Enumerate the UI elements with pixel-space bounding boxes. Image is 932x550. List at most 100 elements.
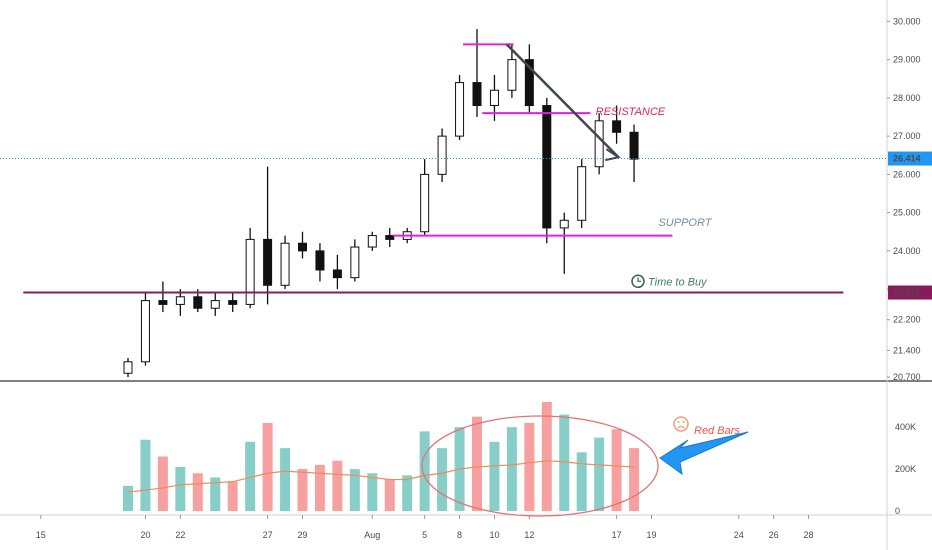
volume-bar <box>367 473 378 511</box>
time-to-buy-label: Time to Buy <box>648 276 708 288</box>
volume-bar <box>140 439 151 511</box>
candle-body <box>263 238 273 286</box>
time-tick-label: 29 <box>297 530 307 540</box>
sad-face-mouth-icon <box>677 425 685 429</box>
candle-body <box>175 296 185 305</box>
volume-bar <box>506 427 517 511</box>
price-tick-label: 20.700 <box>893 372 921 382</box>
sad-face-eye-icon <box>677 421 680 423</box>
candle-body <box>385 235 395 240</box>
time-tick-label: 26 <box>769 530 779 540</box>
candle-body <box>559 219 569 229</box>
candle-body <box>158 300 168 305</box>
volume-bar <box>332 460 343 511</box>
candle-body <box>315 250 325 271</box>
blue-arrow-icon <box>659 431 749 476</box>
volume-bar <box>559 414 570 511</box>
candle-body <box>629 131 639 160</box>
volume-bar <box>314 464 325 511</box>
candle-body <box>193 296 203 309</box>
candle-body <box>280 242 290 286</box>
level-marker-label: 22.911 <box>893 288 920 298</box>
candle-body <box>612 120 622 133</box>
price-pane <box>123 29 639 378</box>
volume-highlight-ellipse <box>421 415 659 517</box>
candle-body <box>507 59 517 91</box>
time-tick-label: 22 <box>175 530 185 540</box>
volume-bar <box>175 466 186 511</box>
candle-body <box>228 300 238 305</box>
red-bars-label: Red Bars <box>694 425 740 437</box>
candle-body <box>245 238 255 305</box>
price-tick-label: 22.200 <box>893 315 921 325</box>
volume-bar <box>262 422 273 511</box>
volume-bar <box>419 431 430 511</box>
clock-hands-icon <box>637 277 642 282</box>
candle-body <box>123 361 133 374</box>
candle-body <box>577 166 587 221</box>
volume-ma-line <box>127 460 635 493</box>
time-tick-label: 28 <box>804 530 814 540</box>
price-tick-label: 28.000 <box>893 93 921 103</box>
volume-bar <box>297 469 308 511</box>
candle-body <box>367 235 377 248</box>
sad-face-eye-icon <box>682 421 685 423</box>
volume-bar <box>629 448 640 511</box>
trendline-arrowhead <box>605 148 621 162</box>
drawings: RESISTANCE SUPPORT Time to Buy Red Bars <box>0 43 887 517</box>
candle-body <box>524 59 534 107</box>
price-tick-label: 26.000 <box>893 169 921 179</box>
candle-body <box>437 135 447 175</box>
volume-bar <box>210 477 221 511</box>
time-tick-label: 24 <box>734 530 744 540</box>
volume-tick-label: 200K <box>895 464 916 474</box>
volume-bar <box>349 469 360 511</box>
candle-body <box>298 242 307 252</box>
time-tick-label: 19 <box>646 530 656 540</box>
candle-body <box>420 173 430 233</box>
price-tick-label: 30.000 <box>893 16 921 26</box>
price-tick-label: 24.000 <box>893 246 921 256</box>
support-label: SUPPORT <box>658 217 712 229</box>
volume-pane <box>123 402 640 511</box>
last-price-label: 26.414 <box>893 154 921 164</box>
time-tick-label: 5 <box>422 530 427 540</box>
price-tick-label: 29.000 <box>893 55 921 65</box>
time-tick-label: Aug <box>364 530 380 540</box>
volume-bar <box>576 452 587 511</box>
time-tick-label: 8 <box>457 530 462 540</box>
volume-tick-label: 400K <box>895 422 916 432</box>
candle-body <box>140 300 150 363</box>
candle-body <box>210 300 220 309</box>
candle-body <box>489 89 499 107</box>
volume-tick-label: 0 <box>895 506 900 516</box>
sad-face-icon <box>673 416 689 432</box>
volume-bar <box>524 422 535 511</box>
price-tick-label: 27.000 <box>893 131 921 141</box>
time-tick-label: 20 <box>140 530 150 540</box>
volume-bar <box>280 448 291 511</box>
volume-bar <box>402 475 413 511</box>
volume-bar <box>123 485 133 511</box>
trendline <box>505 43 620 159</box>
volume-bar <box>437 448 448 511</box>
candle-body <box>350 246 360 279</box>
volume-bar <box>384 479 395 511</box>
price-tick-label: 21.400 <box>893 345 921 355</box>
time-tick-label: 27 <box>263 530 273 540</box>
volume-bar <box>245 441 256 511</box>
volume-bar <box>489 441 500 511</box>
time-tick-label: 10 <box>489 530 499 540</box>
time-tick-label: 15 <box>36 530 46 540</box>
candle-body <box>472 82 482 107</box>
level-marker-badge <box>888 285 932 300</box>
volume-bar <box>472 416 482 511</box>
time-tick-label: 12 <box>524 530 534 540</box>
time-tick-label: 17 <box>612 530 622 540</box>
candle-body <box>594 120 604 168</box>
volume-bar <box>594 437 605 511</box>
price-tick-label: 25.000 <box>893 208 921 218</box>
